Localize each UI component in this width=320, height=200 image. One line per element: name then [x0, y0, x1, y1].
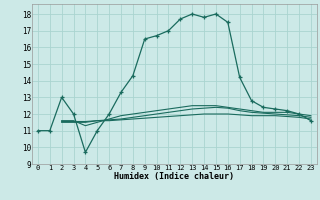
X-axis label: Humidex (Indice chaleur): Humidex (Indice chaleur): [115, 172, 234, 181]
